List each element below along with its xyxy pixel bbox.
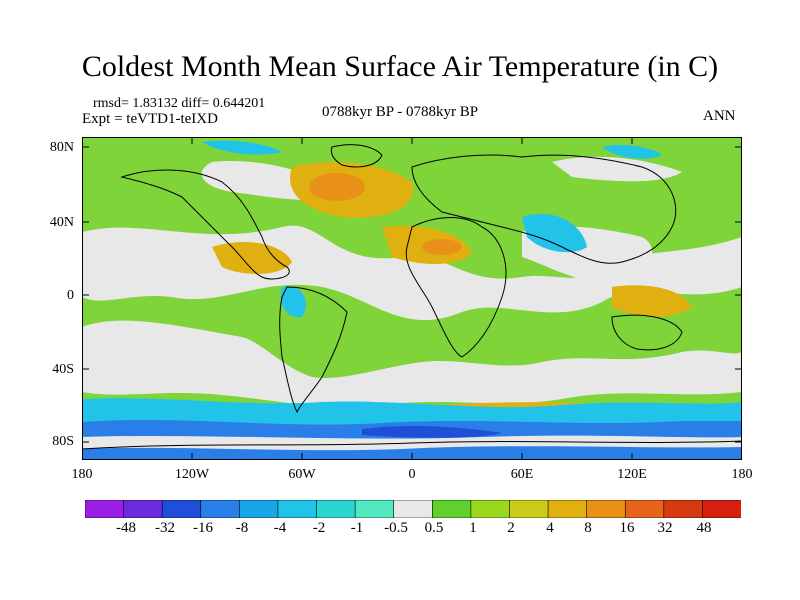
lat-label-80n: 80N	[49, 140, 74, 155]
temperature-map	[82, 137, 742, 460]
colorbar-swatch	[393, 500, 434, 518]
axis-ticks	[82, 137, 742, 460]
colorbar-swatch	[431, 500, 472, 518]
legend-label: 48	[696, 520, 712, 536]
lon-label-120w: 120W	[174, 467, 210, 482]
legend-label: 32	[657, 520, 673, 536]
legend-label: -48	[116, 520, 136, 536]
legend-label: -1	[350, 520, 364, 536]
colorbar-swatch	[123, 500, 163, 518]
colorbar-swatch	[277, 500, 318, 518]
colorbar-swatch	[547, 500, 588, 518]
colorbar-swatch	[663, 500, 704, 518]
colorbar-swatch	[316, 500, 356, 518]
legend-label: 8	[584, 520, 592, 536]
colorbar-swatch	[509, 500, 549, 518]
colorbar-swatch	[702, 500, 741, 518]
legend-label: 4	[546, 520, 554, 536]
lon-label-0: 0	[408, 467, 416, 482]
legend-label: 2	[507, 520, 515, 536]
very-cold-regions	[362, 426, 502, 438]
lat-label-80s: 80S	[52, 434, 74, 449]
colorbar-swatch	[200, 500, 241, 518]
legend-label: -16	[193, 520, 213, 536]
lat-label-40s: 40S	[52, 362, 74, 377]
colorbar-swatch	[624, 500, 665, 518]
stats-text: rmsd= 1.83132 diff= 0.644201	[93, 96, 266, 111]
colorbar-swatch	[354, 500, 395, 518]
lon-label-120e: 120E	[617, 467, 647, 482]
legend-label: 0.5	[424, 520, 444, 536]
colorbar-swatch	[161, 500, 202, 518]
legend-label: 1	[469, 520, 477, 536]
lon-label-60e: 60E	[510, 467, 534, 482]
coastlines	[82, 144, 742, 450]
legend-label: -8	[235, 520, 249, 536]
colorbar-swatch	[85, 500, 125, 518]
map-title: Coldest Month Mean Surface Air Temperatu…	[81, 50, 719, 83]
lon-label-180w: 180	[71, 467, 93, 482]
season-label: ANN	[703, 108, 736, 124]
legend-label: -2	[312, 520, 326, 536]
colorbar-swatch	[586, 500, 627, 518]
lat-label-40n: 40N	[49, 215, 74, 230]
legend-label: -32	[155, 520, 175, 536]
lat-label-0: 0	[67, 288, 74, 303]
legend-label: -0.5	[384, 520, 408, 536]
legend-label: -4	[273, 520, 287, 536]
experiment-label: Expt = teVTD1-teIXD	[82, 111, 218, 127]
period-label: 0788kyr BP - 0788kyr BP	[322, 104, 479, 120]
colorbar	[85, 500, 741, 518]
lon-label-60w: 60W	[288, 467, 316, 482]
colorbar-swatch	[470, 500, 511, 518]
lon-label-180e: 180	[731, 467, 753, 482]
colorbar-swatch	[239, 500, 279, 518]
legend-label: 16	[619, 520, 635, 536]
